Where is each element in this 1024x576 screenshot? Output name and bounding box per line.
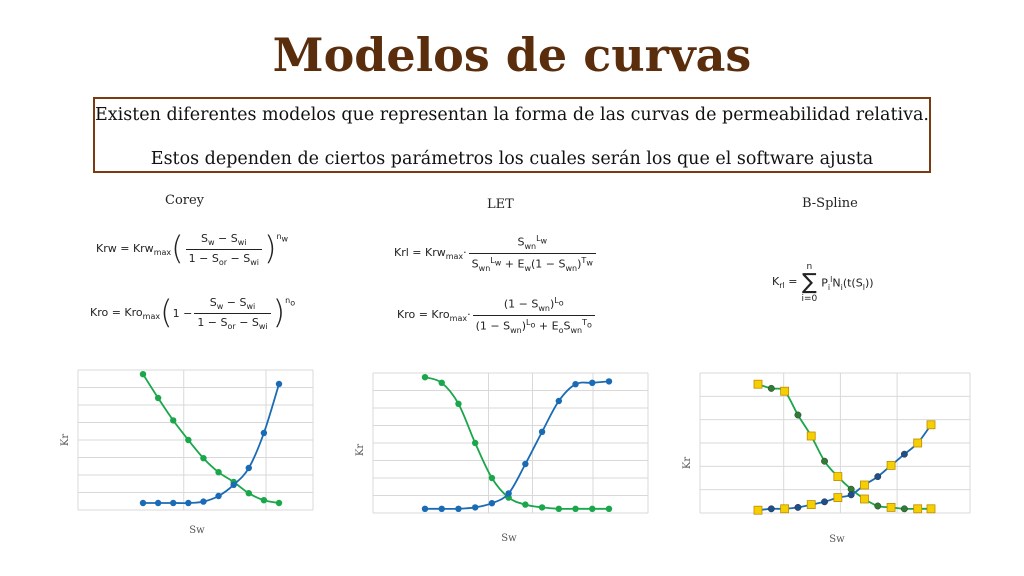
data-point [886,461,896,470]
data-point [185,436,192,444]
data-point [421,505,429,512]
data-point [605,505,613,512]
data-point [555,397,563,405]
data-point [275,380,283,388]
data-point [572,381,579,388]
data-point [455,400,462,407]
data-point [170,499,177,507]
data-point [913,438,923,448]
data-point [488,500,496,507]
let-chart: Sw Kr [355,372,649,544]
data-point [821,457,828,465]
data-point [926,504,936,514]
data-point [455,505,462,512]
bspline-chart: Sw Kr [682,372,971,545]
let-krl-equation: Krl = Krwmax· SwnLw SwnLw + Ew(1 − Swn)Tw [394,234,598,273]
data-point [215,469,222,476]
corey-kro-equation: Kro = Kromax (1 − Sw − Swi 1 − Sor − Swi … [90,292,296,332]
data-point [926,420,936,430]
y-axis-label: Kr [682,457,693,469]
data-point [874,502,882,510]
data-point [245,490,252,497]
data-point [139,371,147,378]
data-point [538,504,546,511]
data-point [886,502,896,512]
corey-krw-equation: Krw = Krwmax ( Sw − Swi 1 − Sor − Swi ) nw [96,228,289,268]
data-point [794,503,802,511]
data-point [753,379,763,389]
data-point [538,428,546,435]
corey-chart: Sw Kr [60,369,314,536]
data-point [589,505,596,512]
description-line-1: Existen diferentes modelos que represent… [95,105,929,125]
data-point [505,490,512,497]
data-point [753,505,763,515]
data-point [794,411,802,419]
data-point [139,499,147,507]
data-point [471,504,479,511]
data-point [200,455,207,462]
data-point [522,460,529,468]
data-point [860,480,869,490]
data-point [275,499,283,507]
data-point [154,499,162,507]
data-point [900,505,908,513]
series-line-0 [142,373,280,504]
model-label-let: LET [487,197,514,212]
data-point [555,505,563,512]
data-point [260,429,268,437]
description-box: Existen diferentes modelos que represent… [93,97,931,173]
data-point [821,498,828,506]
data-point [833,472,843,481]
data-point [438,505,445,512]
model-label-corey: Corey [165,193,205,208]
x-axis-label: Sw [189,525,205,536]
x-axis-label: Sw [501,533,517,544]
data-point [900,450,908,458]
bspline-equation: Krl = n ∑ i=0 PilNi(t(Sl)) [772,262,874,304]
data-point [767,384,775,392]
data-point [185,499,192,507]
data-point [200,498,207,505]
data-point [488,474,496,482]
data-point [806,500,816,510]
model-label-bspline: B-Spline [802,196,858,211]
series-line-1 [424,380,610,510]
data-point [421,374,429,381]
data-point [605,378,613,385]
data-point [860,494,869,504]
data-point [154,394,162,402]
description-line-2: Estos dependen de ciertos parámetros los… [150,149,874,169]
chart-grid [372,372,649,514]
data-point [245,464,252,472]
data-point [230,481,237,488]
data-point [833,493,843,502]
data-point [170,417,177,424]
data-point [913,504,923,514]
data-point [589,379,596,386]
data-point [780,504,790,514]
data-point [806,431,816,441]
data-point [522,501,529,508]
chart-grid [77,369,314,511]
data-point [215,492,222,500]
chart-grid [699,372,971,514]
y-axis-label: Kr [355,444,366,456]
data-point [572,505,579,512]
let-kro-equation: Kro = Kromax· (1 − Swn)Lo (1 − Swn)Lo + E… [397,296,597,335]
series-line-1 [142,383,280,505]
data-point [780,386,790,396]
data-point [438,379,445,386]
data-point [847,491,855,499]
x-axis-label: Sw [829,534,845,545]
data-point [471,439,479,447]
data-point [874,473,882,481]
data-point [767,505,775,513]
page-title: Modelos de curvas [272,28,752,82]
data-point [260,497,268,504]
y-axis-label: Kr [60,434,71,446]
